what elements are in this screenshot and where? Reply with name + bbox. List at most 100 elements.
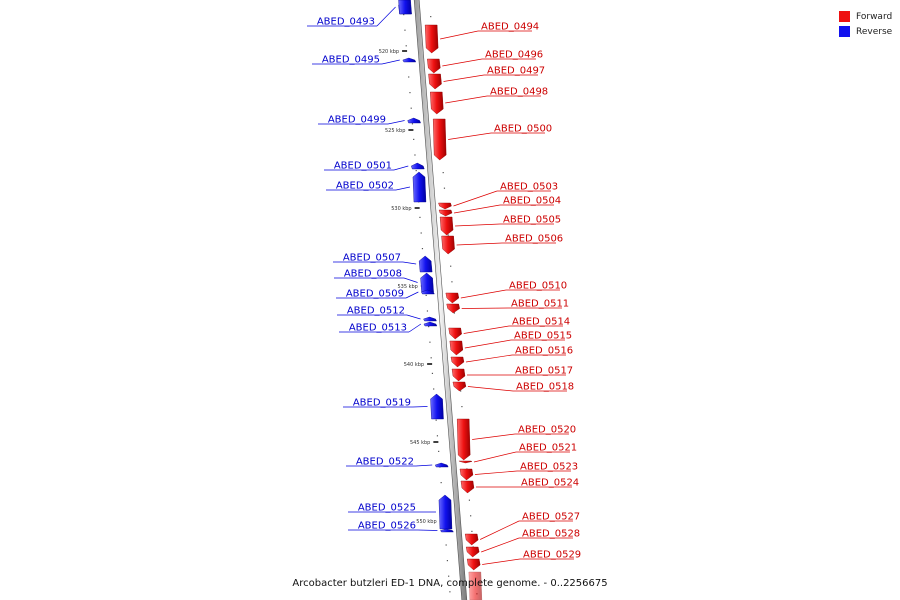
gene-leader-line <box>448 132 492 140</box>
minor-tick <box>414 154 416 156</box>
legend-reverse-label: Reverse <box>856 26 893 37</box>
minor-tick <box>421 248 424 250</box>
gene-abed-0509[interactable] <box>421 289 435 295</box>
gene-abed-0521[interactable] <box>458 460 473 464</box>
gene-leader-line <box>415 464 433 467</box>
gene-abed-0516[interactable] <box>450 356 465 368</box>
gene-abed-0506[interactable] <box>441 235 455 255</box>
gene-abed-0518[interactable] <box>452 381 467 392</box>
gene-label: ABED_0527 <box>522 512 580 523</box>
gene-abed-0503[interactable] <box>438 202 452 210</box>
gene-leader-line <box>455 223 501 227</box>
gene-abed-0497[interactable] <box>428 73 442 90</box>
gene-abed-0500[interactable] <box>432 118 447 161</box>
gene-leader-line <box>456 242 503 246</box>
minor-tick <box>436 435 439 437</box>
minor-tick <box>425 294 427 296</box>
gene-leader-line <box>376 6 396 27</box>
minor-tick <box>404 29 406 31</box>
gene-label: ABED_0518 <box>516 382 574 393</box>
gene-abed-0523[interactable] <box>459 468 474 481</box>
minor-tick <box>409 92 411 94</box>
gene-abed-0528[interactable] <box>465 546 480 558</box>
gene-abed-0529[interactable] <box>466 558 481 571</box>
gene-label: ABED_0521 <box>519 443 577 454</box>
gene-label: ABED_0512 <box>347 306 405 317</box>
gene-abed-0512[interactable] <box>423 316 437 322</box>
gene-label: ABED_0519 <box>353 398 411 409</box>
gene-leader-line <box>405 291 419 299</box>
gene-label: ABED_0508 <box>344 269 402 280</box>
gene-label: ABED_0505 <box>503 215 561 226</box>
minor-tick <box>442 172 444 174</box>
legend-forward-label: Forward <box>856 11 893 22</box>
gene-label: ABED_0514 <box>512 317 570 328</box>
gene-abed-0496[interactable] <box>427 58 441 74</box>
gene-abed-0504[interactable] <box>438 209 453 217</box>
genome-caption: Arcobacter butzleri ED-1 DNA, complete g… <box>292 578 608 589</box>
gene-leader-line <box>387 120 405 125</box>
gene-leader-line <box>473 451 517 463</box>
gene-leader-line <box>482 558 521 565</box>
major-tick <box>408 129 414 131</box>
gene-leader-line <box>472 433 516 440</box>
gene-leader-line <box>463 325 510 334</box>
scale-tick-label: 525 kbp <box>385 128 405 134</box>
gene-abed-0501[interactable] <box>411 162 425 170</box>
gene-abed-0524[interactable] <box>460 480 475 494</box>
gene-leader-line <box>393 165 409 171</box>
major-tick <box>414 207 420 209</box>
minor-tick <box>449 591 451 593</box>
gene-abed-0519[interactable] <box>430 393 444 420</box>
gene-abed-0525[interactable] <box>438 494 453 530</box>
gene-label: ABED_0504 <box>503 196 561 207</box>
gene-abed-0499[interactable] <box>407 117 421 124</box>
gene-abed-0527[interactable] <box>464 533 479 546</box>
gene-abed-0505[interactable] <box>439 216 454 236</box>
gene-label: ABED_0516 <box>515 346 573 357</box>
major-tick <box>433 441 439 443</box>
gene-abed-0515[interactable] <box>449 340 464 356</box>
gene-label: ABED_0500 <box>494 124 552 135</box>
minor-tick <box>419 216 421 218</box>
gene-abed-0495[interactable] <box>402 57 417 63</box>
gene-abed-0520[interactable] <box>456 418 471 461</box>
minor-tick <box>430 357 432 359</box>
gene-leader-line <box>465 354 513 363</box>
gene-label: ABED_0493 <box>317 17 375 28</box>
gene-fragment[interactable] <box>468 571 483 600</box>
gene-label: ABED_0496 <box>485 50 543 61</box>
gene-abed-0526[interactable] <box>440 528 454 533</box>
minor-tick <box>429 341 431 343</box>
gene-label: ABED_0524 <box>521 478 579 489</box>
minor-tick <box>451 281 453 283</box>
major-tick <box>402 50 408 52</box>
gene-leader-line <box>402 261 417 265</box>
gene-fragment[interactable] <box>398 0 412 15</box>
gene-label: ABED_0506 <box>505 234 563 245</box>
gene-abed-0502[interactable] <box>412 171 427 203</box>
minor-tick <box>461 406 463 408</box>
scale-tick-label: 520 kbp <box>379 49 399 55</box>
gene-abed-0494[interactable] <box>424 24 439 54</box>
gene-abed-0511[interactable] <box>446 303 460 314</box>
scale-tick-label: 545 kbp <box>410 440 430 446</box>
gene-abed-0507[interactable] <box>418 255 433 273</box>
gene-label: ABED_0525 <box>358 503 416 514</box>
minor-tick <box>460 390 462 392</box>
minor-tick <box>433 388 435 390</box>
gene-abed-0513[interactable] <box>423 321 438 327</box>
gene-label: ABED_0522 <box>356 457 414 468</box>
minor-tick <box>430 16 432 18</box>
scale-tick-label: 540 kbp <box>404 362 424 368</box>
gene-abed-0514[interactable] <box>448 327 462 340</box>
legend: Forward Reverse <box>839 9 892 39</box>
gene-abed-0522[interactable] <box>434 462 449 468</box>
gene-leader-line <box>395 186 411 191</box>
gene-abed-0517[interactable] <box>451 368 466 382</box>
gene-abed-0508[interactable] <box>420 272 434 293</box>
gene-abed-0498[interactable] <box>430 91 444 115</box>
gene-abed-0510[interactable] <box>445 292 460 304</box>
minor-tick <box>413 138 415 140</box>
gene-label: ABED_0510 <box>509 281 567 292</box>
